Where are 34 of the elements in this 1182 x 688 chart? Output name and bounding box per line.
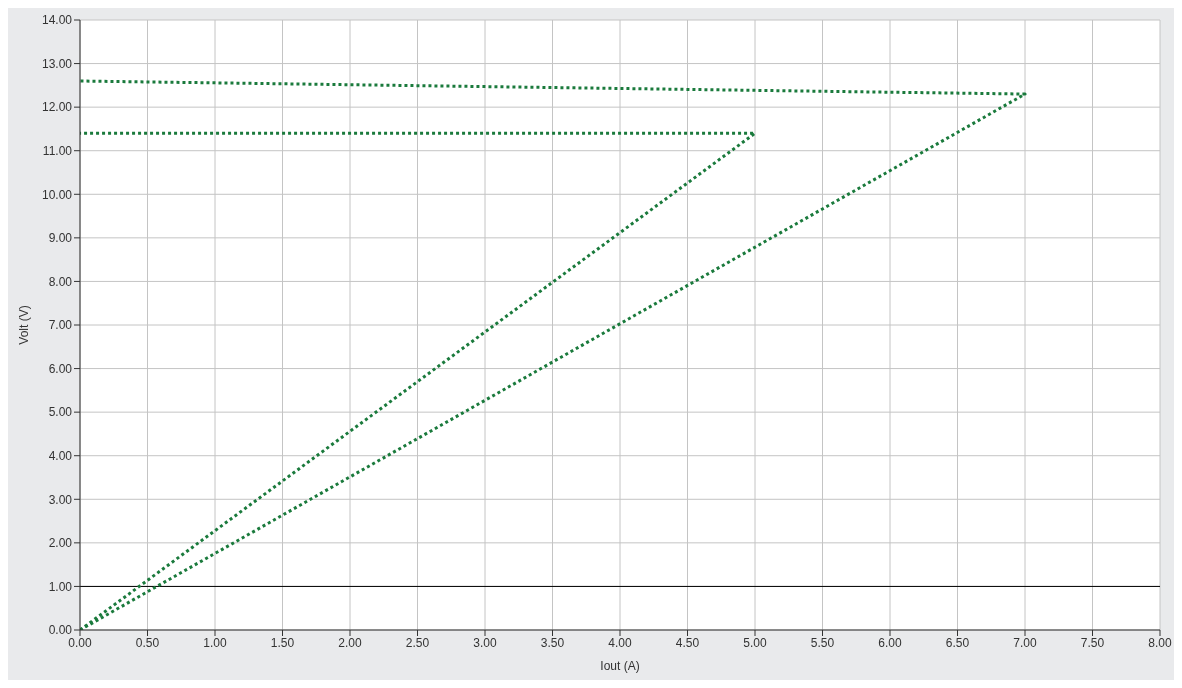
x-tick-label: 5.00 (743, 635, 767, 650)
x-tick-label: 3.00 (473, 635, 497, 650)
y-tick-label: 6.00 (48, 361, 73, 376)
x-tick-label: 7.00 (1013, 635, 1037, 650)
y-tick-label: 0.00 (48, 623, 73, 638)
x-tick-label: 0.50 (135, 635, 160, 650)
x-tick-label: 7.50 (1080, 635, 1105, 650)
y-tick-label: 3.00 (48, 492, 73, 507)
y-tick-label: 2.00 (48, 536, 73, 551)
x-tick-label: 2.50 (405, 635, 430, 650)
x-tick-label: 5.50 (810, 635, 835, 650)
y-tick-label: 1.00 (48, 579, 73, 594)
x-axis-title: Iout (A) (600, 659, 640, 673)
x-tick-label: 0.00 (68, 635, 92, 650)
x-tick-label: 1.00 (203, 635, 227, 650)
y-tick-label: 5.00 (48, 405, 73, 420)
y-tick-label: 7.00 (48, 318, 73, 333)
y-axis-title: Volt (V) (17, 305, 32, 345)
y-tick-label: 8.00 (48, 274, 73, 289)
y-tick-label: 13.00 (41, 56, 73, 71)
x-tick-label: 6.00 (878, 635, 902, 650)
y-tick-label: 10.00 (41, 187, 73, 202)
x-tick-label: 4.00 (608, 635, 632, 650)
x-tick-label: 8.00 (1148, 635, 1172, 650)
x-tick-label: 1.50 (270, 635, 295, 650)
x-tick-label: 4.50 (675, 635, 700, 650)
x-tick-label: 2.00 (338, 635, 362, 650)
y-tick-label: 9.00 (48, 231, 73, 246)
x-tick-label: 6.50 (945, 635, 970, 650)
y-tick-label: 4.00 (48, 448, 73, 463)
y-tick-label: 14.00 (41, 13, 73, 28)
x-tick-label: 3.50 (540, 635, 565, 650)
y-tick-label: 11.00 (42, 143, 73, 158)
y-tick-label: 12.00 (41, 100, 73, 115)
